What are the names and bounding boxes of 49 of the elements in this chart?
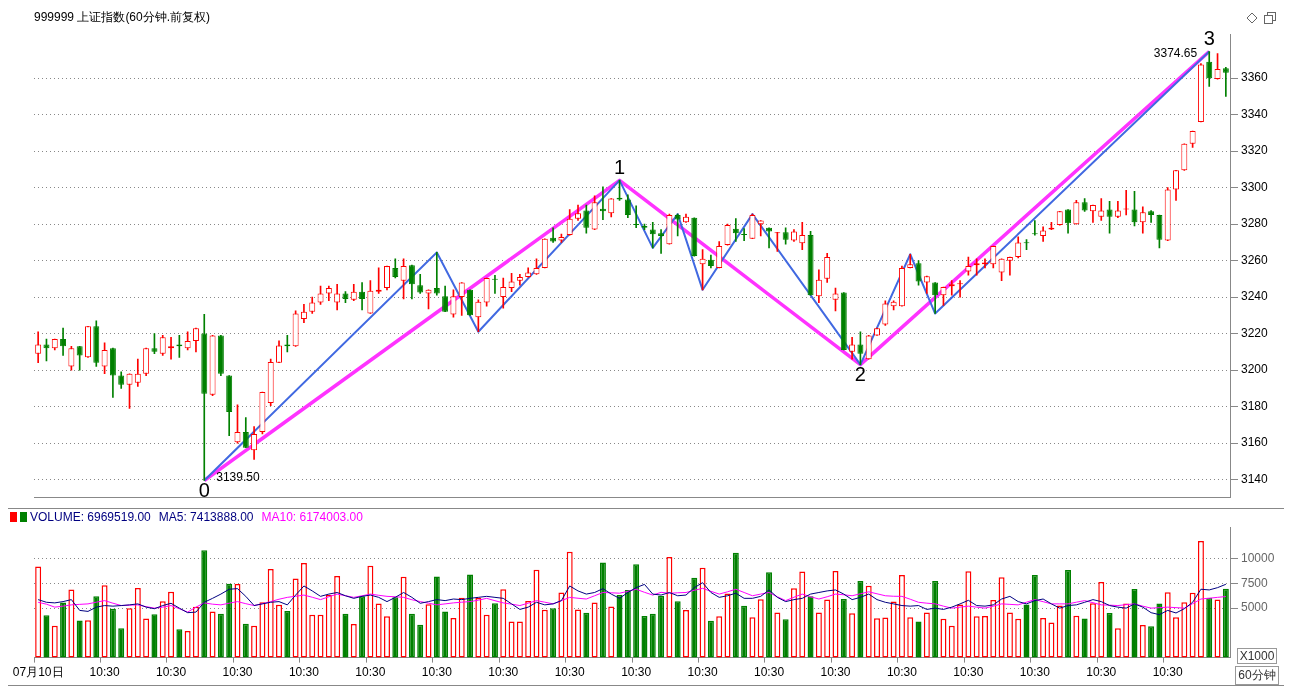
x-tick-label: 10:30 (953, 665, 984, 680)
annotation: 3374.65 (1153, 45, 1198, 60)
text: X1000 (1236, 648, 1278, 664)
x-tick-label: 10:30 (288, 665, 320, 680)
x-tick-label: 10:30 (222, 665, 253, 680)
y-tick-label: 3160 (1241, 435, 1269, 450)
annotation: 0 (198, 478, 210, 501)
text: 60分钟 (1235, 666, 1279, 685)
x-tick-label: 10:30 (621, 665, 652, 680)
x-tick-label: 10:30 (1019, 665, 1051, 680)
annotation: 1 (613, 155, 626, 178)
x-tick-label: 10:30 (554, 665, 586, 680)
x-tick-label: 10:30 (886, 665, 918, 680)
x-tick-label: 10:30 (421, 665, 453, 680)
y-tick-label: 3240 (1241, 289, 1269, 304)
y-tick-label: 3280 (1241, 216, 1269, 231)
x-tick-label: 10:30 (355, 665, 386, 680)
legend-label: VOLUME: 6969519.00 (30, 510, 151, 524)
candlestick (1222, 66, 1229, 97)
annotation: 2 (854, 363, 866, 386)
y-tick-label: 3180 (1241, 398, 1269, 413)
y-tick-label: 3300 (1241, 179, 1269, 194)
x-tick-label: 10:30 (1152, 665, 1184, 680)
x-tick-label: 10:30 (488, 665, 519, 680)
y-tick-label: 3200 (1241, 362, 1269, 377)
x-tick-label: 07月10日 (12, 665, 64, 680)
y-tick-label: 3220 (1241, 325, 1269, 340)
x-tick-label: 10:30 (687, 665, 718, 680)
x-tick-label: 10:30 (1086, 665, 1117, 680)
y-tick-label: 3140 (1241, 471, 1269, 486)
text: MA10: 6174003.00 (261, 510, 363, 524)
annotation: 3139.50 (216, 469, 260, 484)
candlestick (674, 213, 681, 237)
annotation: 3 (1203, 26, 1215, 49)
y-tick-label: 3260 (1241, 252, 1269, 267)
candlestick (658, 229, 665, 254)
x-tick-label: 10:30 (754, 665, 785, 680)
y-tick-label: 3320 (1241, 143, 1269, 158)
candlestick (1006, 256, 1013, 276)
x-tick-label: 10:30 (156, 665, 187, 680)
chart-title: 999999 上证指数(60分钟.前复权) (34, 9, 211, 24)
y-tick-label: 7500 (1241, 575, 1269, 590)
y-tick-label: 10000 (1241, 550, 1275, 565)
text: MA5: 7413888.00 (158, 510, 254, 524)
y-tick-label: 3360 (1241, 70, 1269, 85)
x-tick-label: 10:30 (89, 665, 120, 680)
y-tick-label: 5000 (1241, 600, 1269, 615)
x-tick-label: 10:30 (820, 665, 851, 680)
y-tick-label: 3340 (1241, 106, 1269, 121)
